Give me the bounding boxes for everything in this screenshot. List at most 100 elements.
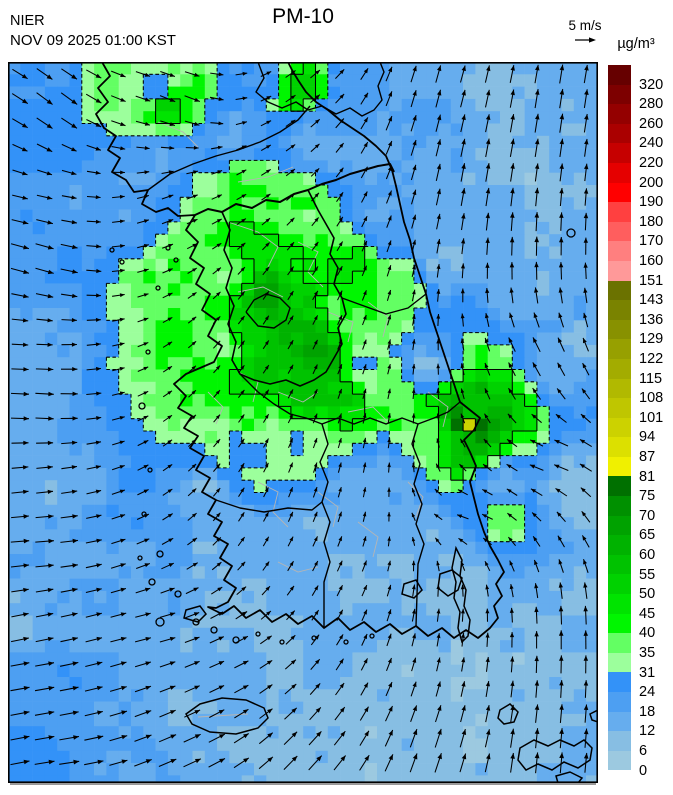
pm10-grid-cell [241, 111, 255, 124]
pm10-grid-cell [426, 701, 439, 715]
pm10-grid-cell [450, 172, 464, 186]
pm10-grid-cell [315, 246, 329, 260]
pm10-grid-cell [106, 406, 119, 419]
pm10-grid-cell [204, 185, 218, 198]
pm10-grid-cell [204, 271, 218, 284]
pm10-grid-cell [241, 394, 255, 407]
pm10-grid-cell [254, 172, 267, 186]
pm10-grid-cell [155, 98, 169, 112]
pm10-grid-cell [266, 775, 279, 783]
pm10-grid-cell [549, 590, 562, 604]
pm10-grid-cell [536, 295, 550, 309]
pm10-grid-cell [475, 234, 488, 247]
pm10-grid-cell [512, 492, 525, 506]
pm10-grid-cell [20, 467, 33, 481]
pm10-grid-cell [377, 431, 390, 444]
pm10-grid-cell [217, 689, 230, 702]
pm10-grid-cell [463, 111, 476, 124]
pm10-grid-cell [438, 677, 452, 690]
pm10-grid-cell [303, 111, 316, 124]
colorbar-tick-label: 151 [639, 272, 664, 289]
pm10-grid-cell [131, 271, 144, 284]
pm10-grid-cell [364, 381, 378, 395]
pm10-grid-cell [438, 517, 452, 530]
pm10-grid-cell [450, 221, 464, 235]
pm10-grid-cell [266, 467, 279, 481]
pm10-grid-cell [389, 775, 402, 783]
pm10-grid-cell [303, 135, 316, 149]
colorbar-segment [608, 515, 631, 536]
pm10-grid-cell [118, 566, 132, 579]
pm10-grid-cell [438, 295, 452, 309]
pm10-grid-cell [573, 197, 587, 210]
pm10-grid-cell [524, 554, 538, 567]
pm10-grid-cell [20, 369, 33, 383]
pm10-grid-cell [401, 197, 415, 210]
pm10-grid-cell [266, 394, 279, 407]
pm10-grid-cell [389, 209, 402, 223]
pm10-grid-cell [512, 738, 525, 752]
pm10-grid-cell [118, 283, 132, 296]
pm10-grid-cell [389, 566, 402, 579]
pm10-grid-cell [192, 197, 206, 210]
pm10-grid-cell [266, 554, 279, 567]
pm10-grid-cell [143, 86, 156, 100]
pm10-grid-cell [254, 381, 267, 395]
island-outline [517, 739, 593, 771]
pm10-grid-cell [475, 62, 488, 75]
pm10-grid-cell [143, 135, 156, 149]
pm10-grid-cell [290, 344, 304, 358]
pm10-grid-cell [69, 664, 83, 678]
pm10-grid-cell [524, 148, 538, 161]
pm10-grid-cell [69, 406, 83, 419]
pm10-grid-cell [180, 713, 193, 727]
pm10-grid-cell [118, 467, 132, 481]
pm10-grid-cell [81, 394, 95, 407]
pm10-grid-cell [315, 271, 329, 284]
pm10-grid-cell [512, 406, 525, 419]
pm10-grid-cell [32, 467, 46, 481]
pm10-grid-cell [217, 271, 230, 284]
pm10-grid-cell [401, 738, 415, 752]
pm10-grid-cell [536, 603, 550, 616]
pm10-grid-cell [340, 640, 353, 653]
pm10-grid-cell [20, 295, 33, 309]
colorbar-tick-label: 0 [639, 762, 648, 779]
pm10-grid-cell [143, 394, 156, 407]
pm10-grid-cell [44, 726, 58, 739]
pm10-grid-cell [94, 467, 107, 481]
pm10-grid-cell [401, 283, 415, 296]
pm10-grid-cell [389, 394, 402, 407]
pm10-grid-cell [290, 701, 304, 715]
pm10-grid-cell [413, 738, 427, 752]
pm10-grid-cell [229, 775, 242, 783]
pm10-grid-cell [524, 615, 538, 629]
pm10-grid-cell [340, 246, 353, 260]
pm10-grid-cell [254, 406, 267, 419]
pm10-grid-cell [20, 775, 33, 783]
pm10-grid-cell [586, 271, 598, 284]
pm10-grid-cell [106, 111, 119, 124]
pm10-grid-cell [229, 554, 242, 567]
pm10-grid-cell [512, 480, 525, 493]
pm10-grid-cell [463, 148, 476, 161]
pm10-grid-cell [561, 221, 575, 235]
pm10-grid-cell [352, 775, 365, 783]
pm10-grid-cell [377, 246, 390, 260]
pm10-grid-cell [290, 308, 304, 321]
pm10-grid-cell [32, 455, 46, 469]
pm10-grid-cell [438, 738, 452, 752]
pm10-grid-cell [536, 381, 550, 395]
pm10-grid-cell [389, 517, 402, 530]
pm10-grid-cell [241, 123, 255, 137]
pm10-grid-cell [167, 185, 181, 198]
pm10-grid-cell [413, 111, 427, 124]
pm10-grid-cell [229, 603, 242, 616]
pm10-grid-cell [450, 406, 464, 419]
pm10-grid-cell [438, 640, 452, 653]
pm10-grid-cell [8, 369, 21, 383]
pm10-grid-cell [573, 689, 587, 702]
pm10-grid-cell [463, 504, 476, 518]
pm10-grid-cell [512, 308, 525, 321]
pm10-grid-cell [573, 726, 587, 739]
